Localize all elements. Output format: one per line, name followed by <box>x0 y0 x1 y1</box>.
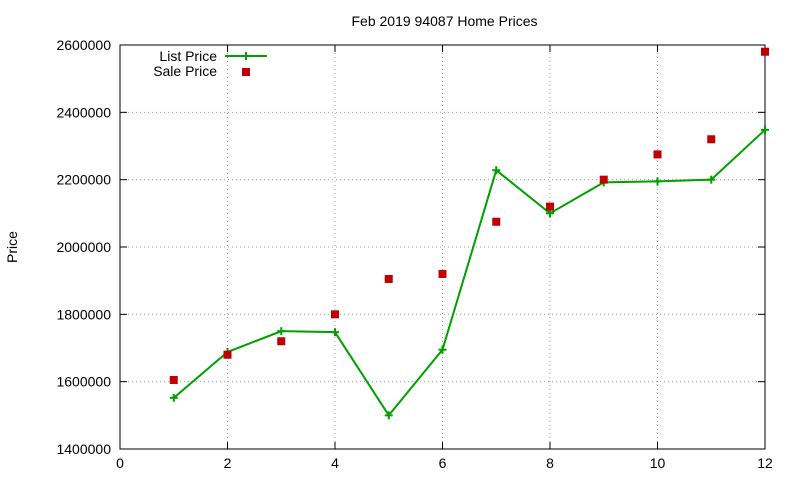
data-point-list-price <box>653 177 662 186</box>
data-point-sale-price <box>438 269 447 278</box>
y-tick-label: 2200000 <box>56 172 111 188</box>
series-line-list-price <box>173 129 766 418</box>
x-tick-label: 10 <box>650 455 666 471</box>
legend-marker-list-price <box>242 52 250 60</box>
data-point-list-price <box>707 175 716 184</box>
y-axis-label: Price <box>4 231 20 263</box>
series-sale-price <box>169 47 769 384</box>
x-tick-label: 4 <box>331 455 339 471</box>
legend-square-marker <box>242 68 250 76</box>
grid <box>120 45 765 449</box>
series-list-price <box>169 125 769 420</box>
x-tick-label: 6 <box>439 455 447 471</box>
data-point-list-price <box>169 393 178 402</box>
legend-label-list-price: List Price <box>159 48 217 64</box>
data-point-sale-price <box>546 202 554 211</box>
data-point-list-price <box>546 209 554 218</box>
series <box>169 47 769 420</box>
y-tick-label: 2000000 <box>56 239 111 255</box>
data-point-sale-price <box>707 135 716 144</box>
y-tick-label: 1800000 <box>56 306 111 322</box>
data-point-sale-price <box>384 274 393 283</box>
legend-plus-marker <box>242 52 250 60</box>
data-point-list-price <box>761 125 769 134</box>
data-point-sale-price <box>223 350 232 359</box>
data-point-sale-price <box>331 310 339 319</box>
legend: List Price Sale Price <box>153 48 267 79</box>
axis-ticks: 0 2 4 6 8 10 12 1400000 1600000 1800000 2000000 220… <box>56 37 773 471</box>
legend-label-sale-price: Sale Price <box>153 63 217 79</box>
data-point-sale-price <box>653 150 662 159</box>
data-point-list-price <box>438 345 447 354</box>
legend-marker-sale-price <box>242 68 250 76</box>
data-point-list-price <box>384 411 393 420</box>
data-point-list-price <box>331 328 339 337</box>
chart-title: Feb 2019 94087 Home Prices <box>352 13 538 29</box>
y-tick-label: 2600000 <box>56 37 111 53</box>
data-point-sale-price <box>761 47 769 56</box>
y-tick-label: 1600000 <box>56 374 111 390</box>
y-tick-label: 2400000 <box>56 104 111 120</box>
data-point-sale-price <box>599 175 608 184</box>
data-point-list-price <box>492 166 501 175</box>
data-point-list-price <box>277 327 286 336</box>
x-tick-label: 12 <box>757 455 773 471</box>
data-point-sale-price <box>169 375 178 384</box>
x-tick-label: 8 <box>546 455 554 471</box>
x-tick-label: 2 <box>224 455 232 471</box>
x-tick-label: 0 <box>116 455 124 471</box>
data-point-sale-price <box>492 217 501 226</box>
data-point-sale-price <box>277 337 286 346</box>
y-tick-label: 1400000 <box>56 441 111 457</box>
